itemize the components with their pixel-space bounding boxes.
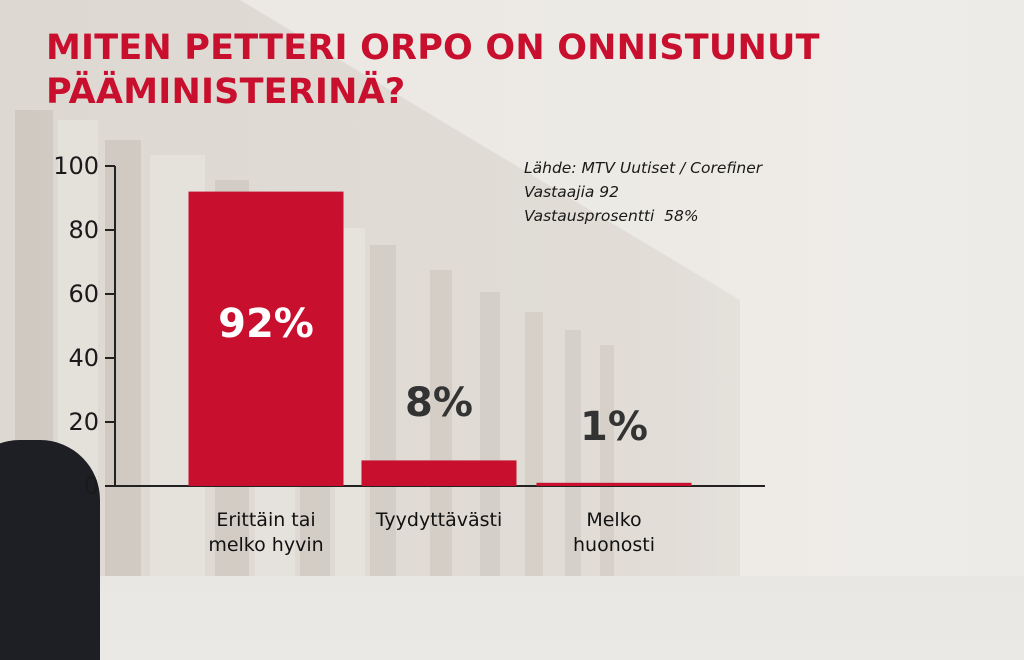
source-line: Lähde: MTV Uutiset / Corefiner — [524, 159, 763, 177]
y-tick-label: 0 — [84, 472, 99, 500]
y-tick-label: 60 — [68, 280, 99, 308]
chart-title: MITEN PETTERI ORPO ON ONNISTUNUT PÄÄMINI… — [46, 28, 820, 112]
x-category-label-line: huonosti — [573, 534, 655, 556]
x-category-label: Tyydyttävästi — [375, 509, 503, 531]
x-category-label: Melko huonosti — [573, 509, 655, 556]
y-tick-label: 100 — [53, 152, 99, 180]
x-category-label-line: Melko — [586, 509, 641, 531]
x-category-label-line: melko hyvin — [208, 534, 323, 556]
x-category-label-line: Erittäin tai — [216, 509, 315, 531]
x-category-label: Erittäin tai melko hyvin — [208, 509, 323, 556]
bar — [361, 460, 517, 486]
bar — [536, 482, 692, 486]
bar-value-label: 1% — [580, 404, 648, 450]
bar-chart: 0 20 40 60 80 100 92% Erittäin tai melko hyvin 8%… — [53, 152, 765, 556]
bar — [188, 191, 344, 486]
respondents-line: Vastaajia 92 — [524, 183, 620, 201]
y-tick-label: 80 — [68, 216, 99, 244]
bar-value-label: 92% — [218, 301, 314, 347]
y-tick-label: 20 — [68, 408, 99, 436]
x-category-label-line: Tyydyttävästi — [375, 509, 503, 531]
bar-value-label: 8% — [405, 380, 473, 426]
y-tick-label: 40 — [68, 344, 99, 372]
source-note: Lähde: MTV Uutiset / Corefiner Vastaajia… — [524, 156, 762, 228]
response-rate-line: Vastausprosentti 58% — [524, 207, 699, 225]
